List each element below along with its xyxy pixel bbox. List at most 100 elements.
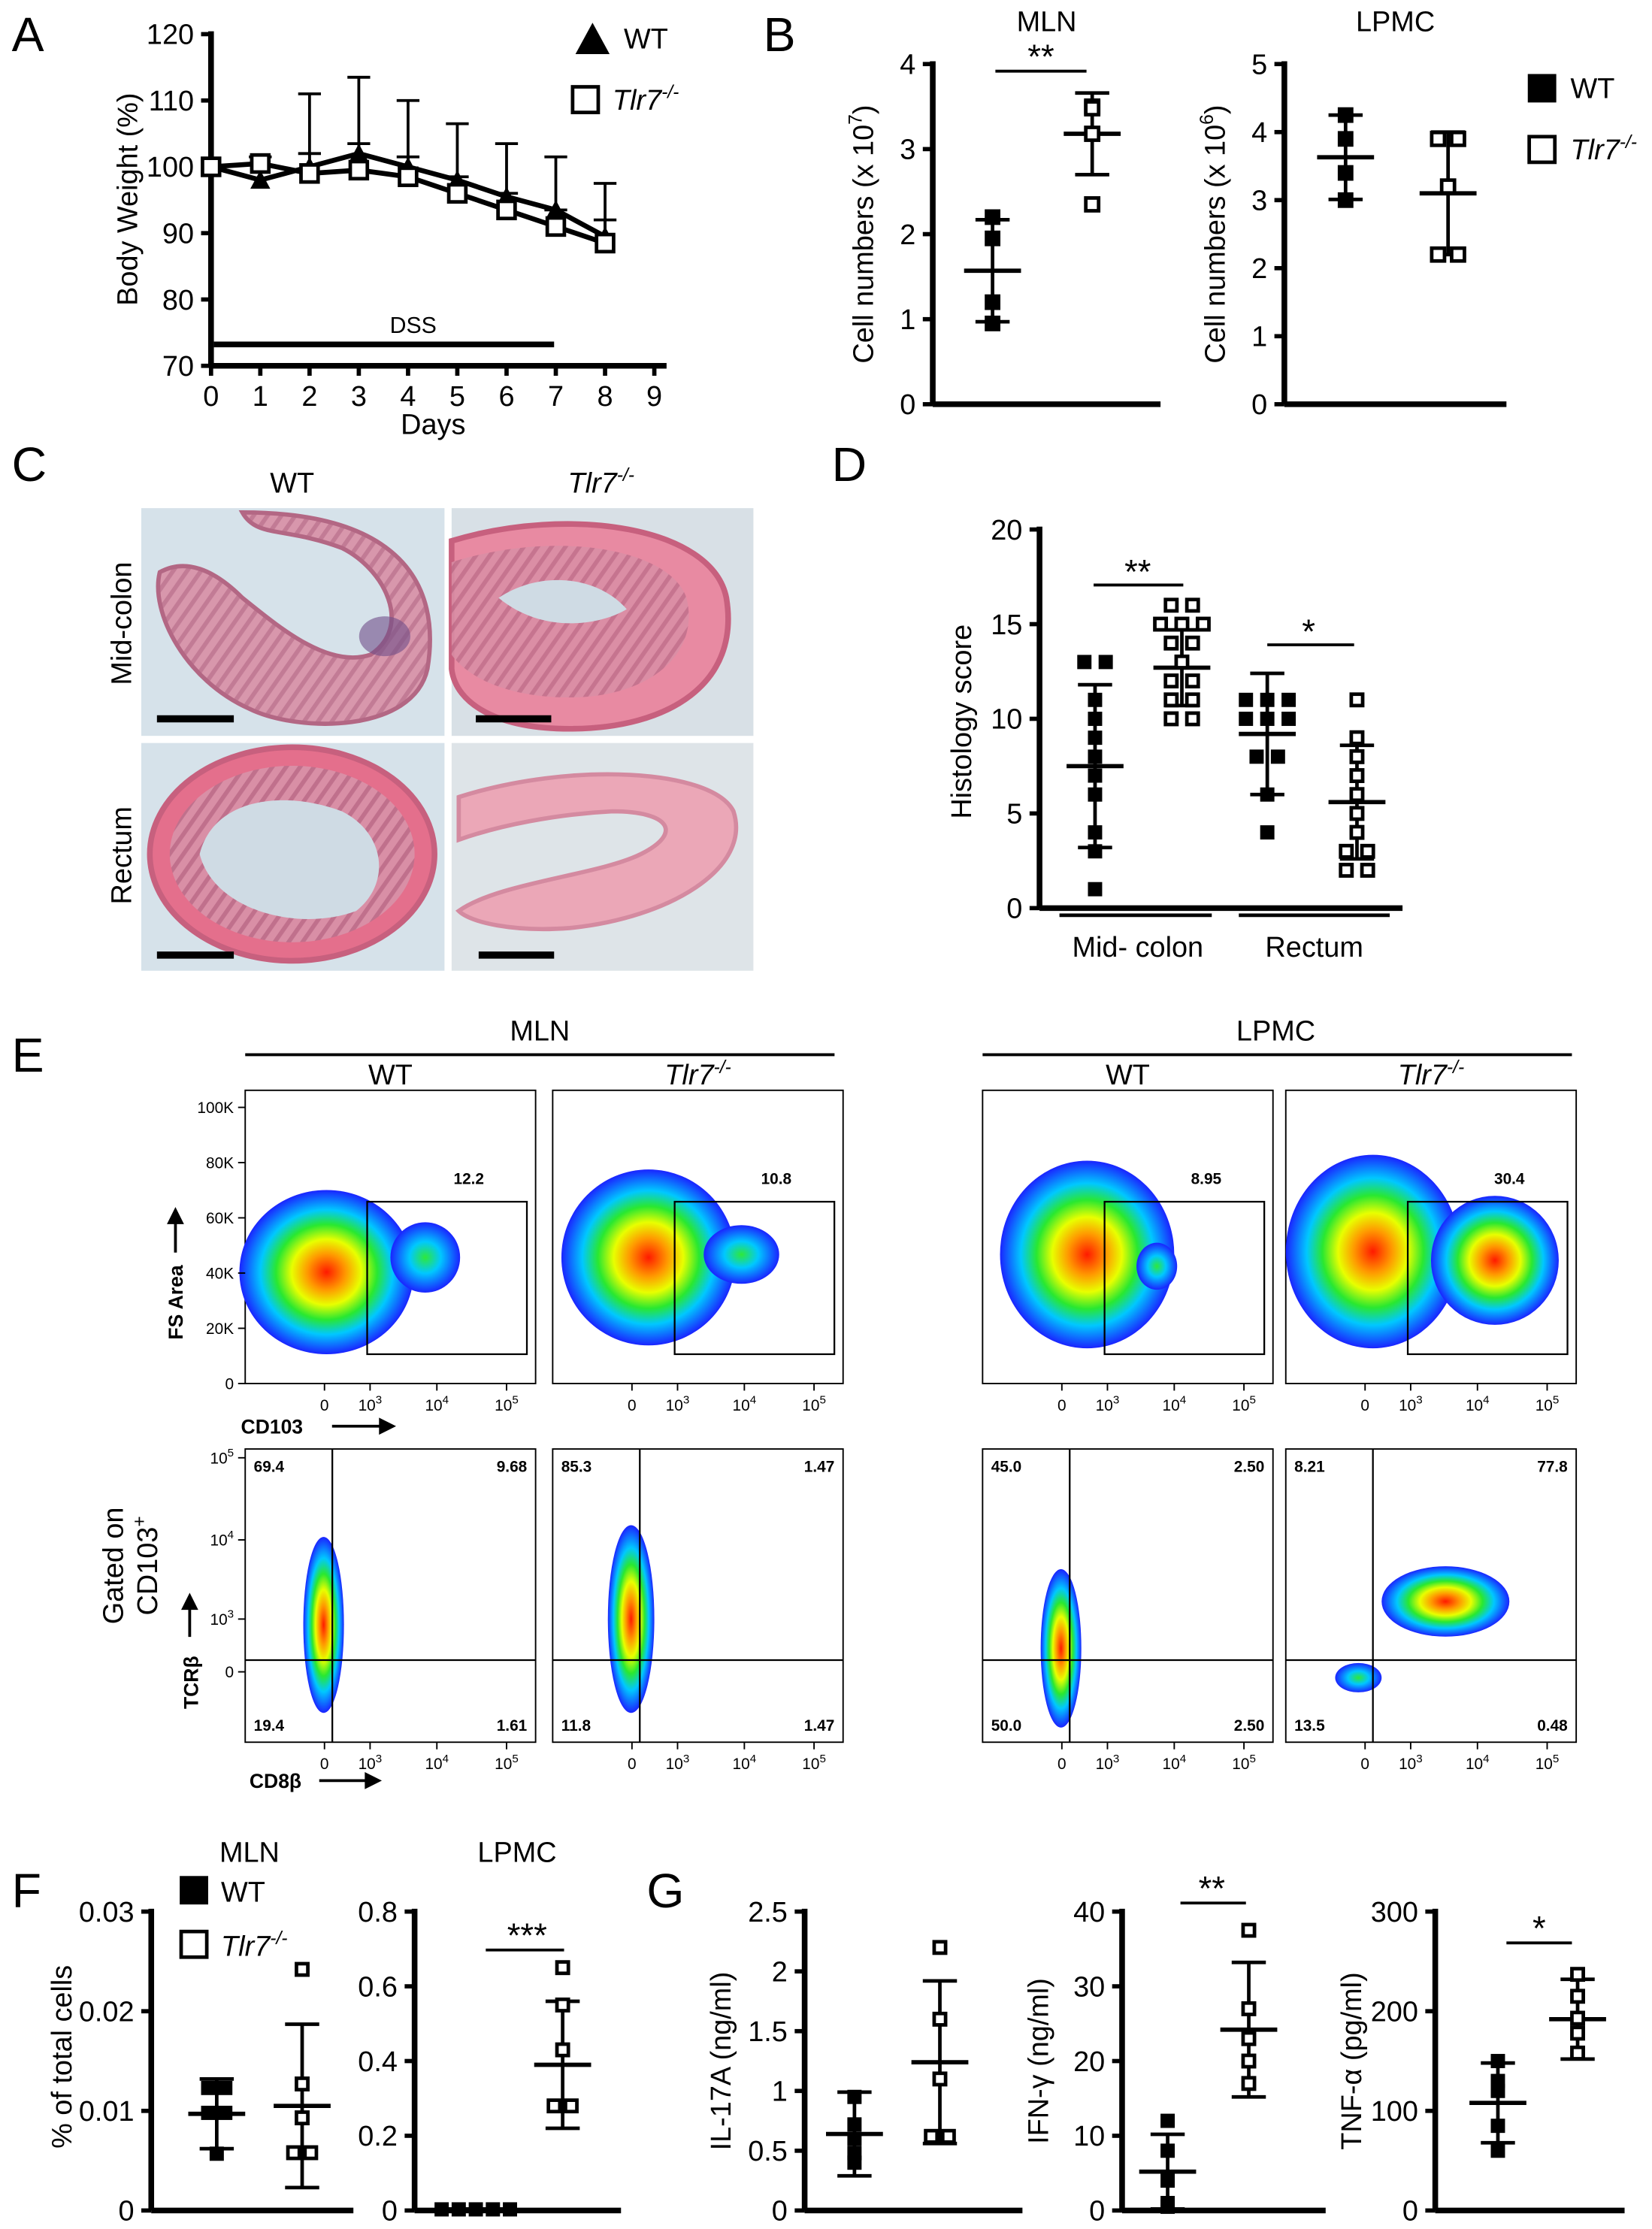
panel-c: C WT Tlr7-/- Mid-colon Rectum: [12, 437, 754, 971]
tissue-label-lpmc: LPMC: [1236, 1016, 1315, 1048]
data-point: [434, 2202, 449, 2217]
y-tick-label: 20: [991, 515, 1022, 546]
quadrant-lower-left: 11.8: [561, 1717, 591, 1735]
data-point: [1339, 863, 1354, 878]
data-point: [847, 2131, 862, 2146]
y-tick-label: 20K: [206, 1320, 234, 1338]
cytokine-plots: 0 0.5 1 1.5 2 2.5 IL-17A (ng/ml) 0 10 20 30 40 IFN-γ…: [706, 1869, 1625, 2227]
gate-percent: 12.2: [453, 1171, 484, 1188]
quadrant-upper-left: 8.21: [1294, 1458, 1325, 1475]
data-point: [985, 315, 1001, 331]
quadrant-upper-right: 2.50: [1234, 1458, 1265, 1475]
y-tick-label: 10: [991, 704, 1022, 736]
y-tick-label: 80: [162, 285, 194, 316]
column-label-tlr7: Tlr7-/-: [568, 465, 634, 499]
data-point: [985, 294, 1001, 310]
y-tick-label: 0: [225, 1664, 234, 1681]
data-point: [595, 232, 616, 254]
data-point: [295, 2076, 310, 2091]
data-point: [1260, 787, 1275, 802]
panel-b: B 0 1 2 3 4 MLN Cell numbers (x 107) ** 0 1 2 3 4 5 LP…: [764, 7, 1637, 421]
quadrant-upper-left: 45.0: [991, 1458, 1022, 1475]
y-tick-label: 100: [1371, 2096, 1418, 2128]
legend: WT Tlr7-/-: [179, 1876, 287, 1962]
y-tick-label: 3: [1251, 186, 1267, 217]
data-point: [1450, 130, 1466, 147]
y-tick-label: 300: [1371, 1897, 1418, 1928]
y-tick-label: 5: [1251, 49, 1267, 80]
x-tick-label: 0: [1057, 1397, 1067, 1414]
y-tick-label: 20: [1073, 2046, 1105, 2078]
x-tick-label: 105: [802, 1393, 826, 1414]
data-point: [940, 2128, 956, 2144]
x-tick-label: 0: [628, 1756, 637, 1773]
data-point: [299, 163, 320, 184]
x-tick-label: 103: [1399, 1753, 1423, 1773]
data-point: [398, 166, 419, 187]
tissue-label-mln: MLN: [510, 1016, 570, 1048]
x-tick-label: 0: [1057, 1756, 1067, 1773]
data-point: [1088, 730, 1103, 746]
y-axis-label: Cell numbers (x 107): [846, 105, 879, 364]
data-point: [1088, 711, 1103, 726]
data-point: [847, 2155, 862, 2170]
data-point: [503, 2202, 518, 2217]
data-point: [218, 2080, 233, 2095]
data-point: [218, 2105, 233, 2120]
panel-letter-f: F: [12, 1864, 41, 1918]
data-point: [1163, 635, 1179, 651]
data-point: [1490, 2083, 1505, 2098]
data-point: [1349, 749, 1365, 764]
x-tick-label: 2: [301, 381, 317, 413]
data-point: [1490, 2119, 1505, 2134]
y-tick-label: 80K: [206, 1155, 234, 1172]
plot-title: MLN: [1017, 7, 1077, 38]
data-point: [1241, 2053, 1257, 2069]
data-point: [1450, 246, 1466, 263]
data-point: [1239, 692, 1254, 707]
legend-marker-triangle: [575, 23, 610, 54]
y-tick-label: 1: [1251, 322, 1267, 353]
y-tick-label: 15: [991, 609, 1022, 641]
data-point: [1339, 843, 1354, 859]
x-tick-label: 3: [351, 381, 367, 413]
data-point: [1281, 711, 1296, 726]
y-axis-ticks: 70 80 90 100 110 120: [147, 20, 211, 383]
plot-area: [201, 75, 617, 254]
data-point: [1088, 749, 1103, 764]
data-point: [1570, 2010, 1585, 2026]
data-point: [1570, 2045, 1585, 2061]
plot-mln: 0 0.01 0.02 0.03 MLN: [79, 1837, 354, 2227]
dss-label: DSS: [390, 313, 437, 338]
data-point: [250, 170, 271, 189]
data-point: [847, 2117, 862, 2132]
micrograph-tlr7-rectum: [451, 742, 754, 971]
density-blob: [703, 1225, 779, 1284]
data-point: [1349, 806, 1365, 821]
y-tick-label: 0: [1251, 389, 1267, 421]
gate: [1406, 1200, 1569, 1356]
gate-percent: 8.95: [1191, 1171, 1222, 1188]
data-point: [1249, 749, 1264, 764]
x-tick-label: 104: [1163, 1753, 1187, 1773]
data-point: [1241, 2076, 1257, 2091]
y-tick-label: 2: [772, 1956, 788, 1988]
percent-cells-plots: 0 0.01 0.02 0.03 MLN 0 0.2 0.4 0.6 0.8 LPMC ***: [79, 1837, 622, 2227]
y-tick-label: 60K: [206, 1210, 234, 1227]
y-tick-label: 0: [225, 1376, 234, 1393]
data-point: [201, 2105, 216, 2120]
y-tick-label: 0: [772, 2196, 788, 2227]
quadrant-lower-left: 19.4: [254, 1717, 285, 1735]
density-blob: [1335, 1662, 1382, 1692]
data-point: [932, 2071, 948, 2087]
density-blob: [561, 1169, 736, 1346]
plot-title: LPMC: [477, 1837, 556, 1868]
data-point: [546, 2098, 562, 2114]
row-label-mid-colon: Mid-colon: [107, 562, 138, 685]
y-tick-label: 0.6: [358, 1971, 398, 2003]
data-point: [985, 209, 1001, 225]
data-point: [1260, 711, 1275, 726]
density-blob: [1381, 1566, 1510, 1637]
data-point: [348, 159, 370, 181]
